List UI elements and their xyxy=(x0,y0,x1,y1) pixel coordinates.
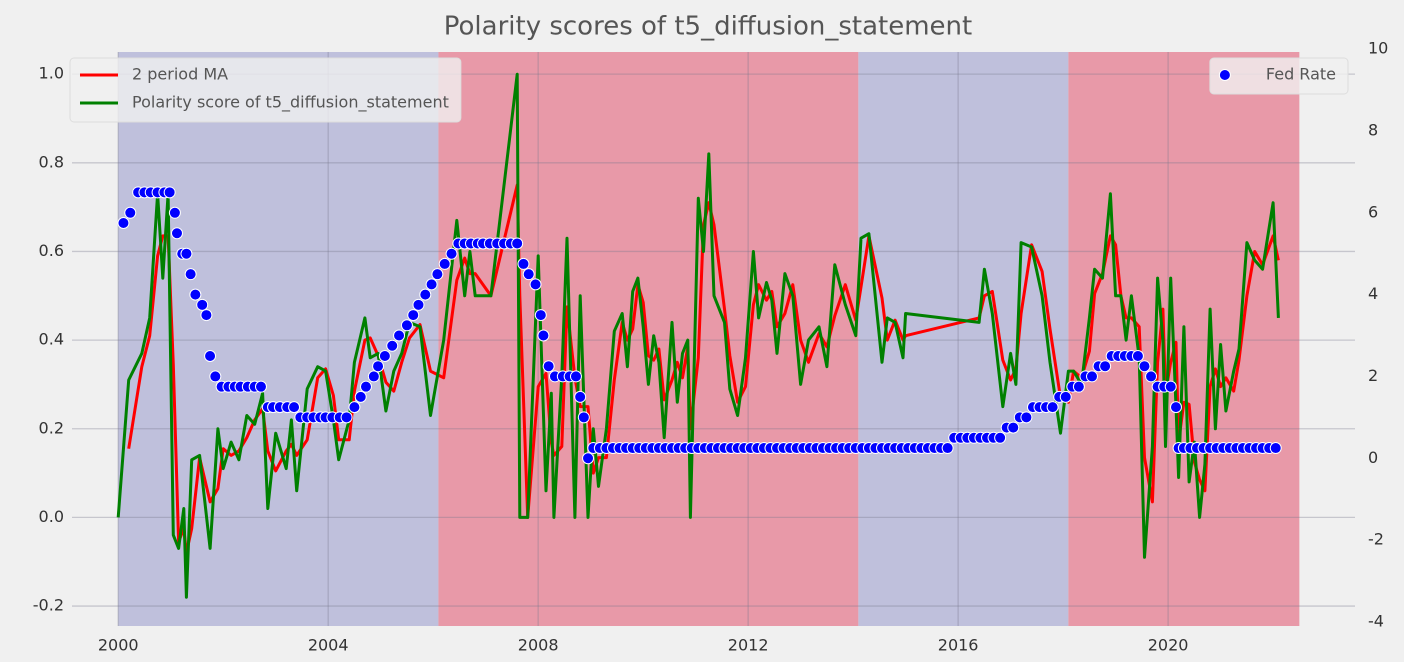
point xyxy=(542,360,555,373)
x-tick-label: 2020 xyxy=(1148,636,1189,655)
point xyxy=(367,370,380,383)
y2-tick-label: 0 xyxy=(1368,448,1378,467)
point xyxy=(386,339,399,352)
point xyxy=(419,288,432,301)
legend-box xyxy=(69,57,462,123)
span xyxy=(858,52,1069,626)
x-tick-label: 2012 xyxy=(728,636,769,655)
y-tick-label: 0.2 xyxy=(39,418,64,437)
y-tick-label: -0.2 xyxy=(33,596,64,615)
point xyxy=(1072,380,1085,393)
y2-tick-label: 8 xyxy=(1368,120,1378,139)
point xyxy=(1138,360,1151,373)
point xyxy=(994,431,1007,444)
y2-tick-label: 10 xyxy=(1368,39,1388,58)
y2-tick-label: -4 xyxy=(1368,611,1384,630)
legend: Fed Rate xyxy=(1209,57,1349,95)
point xyxy=(378,349,391,362)
point xyxy=(196,298,209,311)
x-tick-label: 2004 xyxy=(308,636,349,655)
point xyxy=(511,237,524,250)
point xyxy=(180,247,193,260)
point xyxy=(254,380,267,393)
y-tick-label: 0.4 xyxy=(39,330,64,349)
point xyxy=(354,390,367,403)
x-tick-label: 2000 xyxy=(98,636,139,655)
point xyxy=(170,227,183,240)
y-tick-label: 0.0 xyxy=(39,507,64,526)
point xyxy=(534,309,547,322)
point xyxy=(569,370,582,383)
point xyxy=(425,278,438,291)
point xyxy=(1020,411,1033,424)
legend-label: 2 period MA xyxy=(132,65,228,84)
point xyxy=(1059,390,1072,403)
point xyxy=(431,268,444,281)
point xyxy=(522,268,535,281)
point xyxy=(348,401,361,414)
x-tick-label: 2016 xyxy=(938,636,979,655)
point xyxy=(393,329,406,342)
point xyxy=(184,268,197,281)
point xyxy=(577,411,590,424)
point xyxy=(438,257,451,270)
point xyxy=(400,319,413,332)
point xyxy=(372,360,385,373)
y2-tick-label: 4 xyxy=(1368,284,1378,303)
y-tick-label: 0.6 xyxy=(39,241,64,260)
y2-tick-label: 6 xyxy=(1368,202,1378,221)
legend-label: Fed Rate xyxy=(1266,65,1336,84)
y-tick-label: 0.8 xyxy=(39,152,64,171)
point xyxy=(445,247,458,260)
point xyxy=(209,370,222,383)
chart-title: Polarity scores of t5_diffusion_statemen… xyxy=(444,12,972,42)
point xyxy=(204,349,217,362)
point xyxy=(359,380,372,393)
point xyxy=(1085,370,1098,383)
point xyxy=(288,401,301,414)
point xyxy=(517,257,530,270)
line xyxy=(116,72,1280,599)
point xyxy=(168,206,181,219)
legend-box xyxy=(1209,57,1349,95)
point xyxy=(124,206,137,219)
point xyxy=(163,186,176,199)
point xyxy=(200,309,213,322)
point xyxy=(529,278,542,291)
point xyxy=(189,288,202,301)
x-tick-label: 2008 xyxy=(518,636,559,655)
y2-tick-label: -2 xyxy=(1368,530,1384,549)
point xyxy=(582,452,595,465)
point xyxy=(537,329,550,342)
legend: 2 period MA Polarity score of t5_diffusio… xyxy=(69,57,462,123)
y-tick-label: 1.0 xyxy=(39,64,64,83)
point xyxy=(1169,401,1182,414)
point xyxy=(1131,349,1144,362)
point xyxy=(407,309,420,322)
legend-swatch xyxy=(1218,69,1231,81)
point xyxy=(1046,401,1059,414)
point xyxy=(1099,360,1112,373)
point xyxy=(412,298,425,311)
point xyxy=(1269,442,1282,455)
point xyxy=(574,390,587,403)
point xyxy=(1007,421,1020,434)
point xyxy=(941,442,954,455)
span xyxy=(118,52,439,626)
legend-label: Polarity score of t5_diffusion_statement xyxy=(132,93,449,113)
point xyxy=(1164,380,1177,393)
point xyxy=(117,217,130,230)
y2-tick-label: 2 xyxy=(1368,366,1378,385)
point xyxy=(340,411,353,424)
point xyxy=(1145,370,1158,383)
